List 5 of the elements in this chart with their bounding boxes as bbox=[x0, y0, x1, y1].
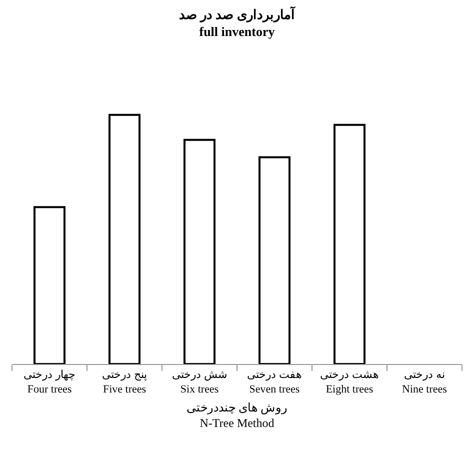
bar bbox=[334, 124, 366, 364]
bar bbox=[258, 156, 290, 364]
bar bbox=[34, 206, 66, 364]
bar bbox=[108, 114, 140, 364]
bar bbox=[184, 138, 216, 364]
